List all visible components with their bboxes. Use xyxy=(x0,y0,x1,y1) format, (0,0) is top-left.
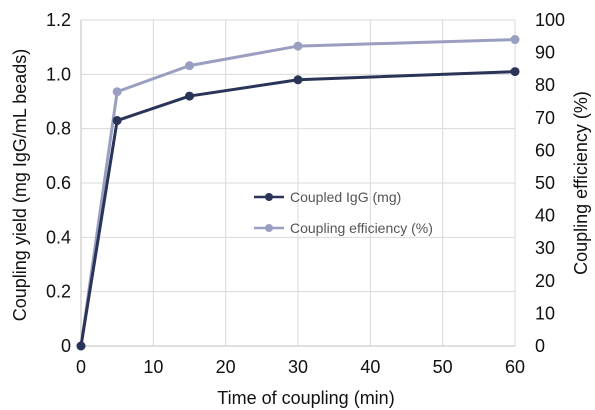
legend: Coupled IgG (mg) Coupling efficiency (%) xyxy=(254,189,433,236)
y-tick-label: 0 xyxy=(61,336,71,356)
data-point-1 xyxy=(112,87,122,97)
data-point-0 xyxy=(293,75,303,85)
legend-marker-coupled-igg xyxy=(265,193,273,201)
data-point-1 xyxy=(293,41,303,51)
y2-tick-label: 10 xyxy=(535,303,555,323)
y2-tick-label: 90 xyxy=(535,43,555,63)
y2-tick-label: 60 xyxy=(535,140,555,160)
y2-tick-label: 0 xyxy=(535,336,545,356)
x-tick-label: 0 xyxy=(76,357,86,377)
data-point-0 xyxy=(76,341,86,351)
y2-tick-label: 40 xyxy=(535,206,555,226)
y-tick-label: 0.6 xyxy=(46,173,71,193)
x-tick-label: 60 xyxy=(505,357,525,377)
data-point-1 xyxy=(510,35,520,45)
y2-tick-label: 80 xyxy=(535,75,555,95)
x-tick-label: 20 xyxy=(216,357,236,377)
x-axis-title: Time of coupling (min) xyxy=(217,388,394,408)
y2-tick-label: 100 xyxy=(535,10,565,30)
axes: 0 10 20 30 40 50 60 0 0.2 0.4 0.6 0.8 1.0 1.2 0 10 20 30 4… xyxy=(46,10,565,377)
legend-label-coupling-efficiency: Coupling efficiency (%) xyxy=(290,220,433,236)
y-tick-label: 1.2 xyxy=(46,10,71,30)
y-tick-label: 0.2 xyxy=(46,282,71,302)
x-tick-label: 50 xyxy=(433,357,453,377)
y2-tick-label: 70 xyxy=(535,108,555,128)
x-tick-label: 40 xyxy=(360,357,380,377)
grid xyxy=(80,19,516,347)
y2-tick-label: 20 xyxy=(535,271,555,291)
data-point-0 xyxy=(112,116,122,126)
x-tick-label: 30 xyxy=(288,357,308,377)
legend-marker-coupling-efficiency xyxy=(265,224,273,232)
y-tick-label: 0.4 xyxy=(46,227,71,247)
legend-label-coupled-igg: Coupled IgG (mg) xyxy=(290,189,401,205)
data-point-0 xyxy=(185,91,194,101)
y-axis-title: Coupling yield (mg IgG/mL beads) xyxy=(10,49,30,321)
y-tick-label: 0.8 xyxy=(46,119,71,139)
y2-tick-label: 50 xyxy=(535,173,555,193)
data-point-1 xyxy=(185,61,194,71)
y-tick-label: 1.0 xyxy=(46,64,71,84)
x-tick-label: 10 xyxy=(143,357,163,377)
y2-tick-label: 30 xyxy=(535,238,555,258)
series-layer xyxy=(76,35,520,351)
data-point-0 xyxy=(510,67,520,77)
y2-axis-title: Coupling efficiency (%) xyxy=(571,91,591,275)
